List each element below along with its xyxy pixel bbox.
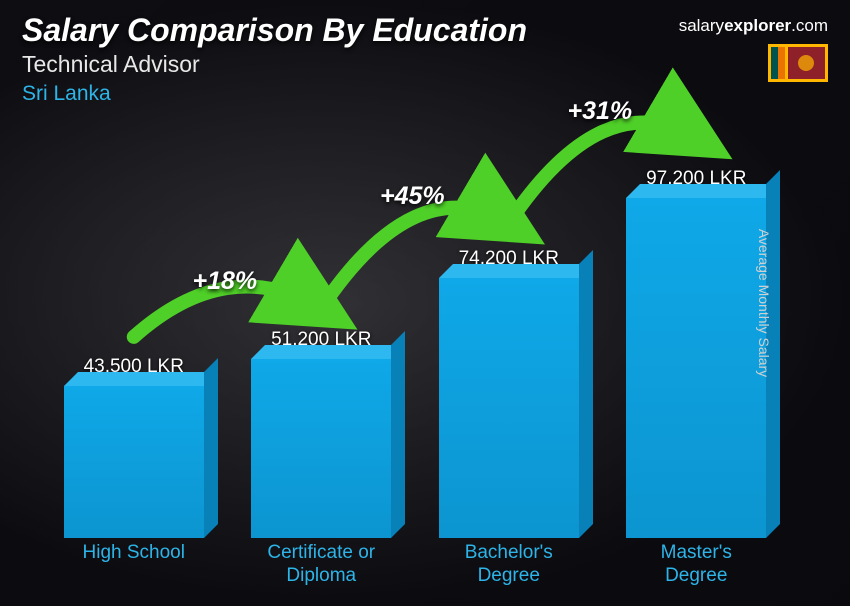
chart-subtitle: Technical Advisor <box>22 51 828 78</box>
labels-container: High SchoolCertificate orDiplomaBachelor… <box>40 542 790 588</box>
bar-label: Bachelor'sDegree <box>419 542 599 588</box>
bars-container: 43,500 LKR51,200 LKR74,200 LKR97,200 LKR <box>40 178 790 538</box>
bar-group: 74,200 LKR <box>419 248 599 538</box>
arc-label: +18% <box>193 267 258 296</box>
arc-label: +45% <box>380 182 445 211</box>
flag-icon <box>768 44 828 82</box>
bar-group: 43,500 LKR <box>44 356 224 538</box>
bar <box>251 359 391 538</box>
y-axis-label: Average Monthly Salary <box>756 229 772 377</box>
bar <box>626 198 766 538</box>
bar <box>64 386 204 538</box>
brand-part2: explorer <box>724 16 791 35</box>
bar <box>439 278 579 538</box>
brand-logo: salaryexplorer.com <box>679 16 828 36</box>
bar-label: Master'sDegree <box>606 542 786 588</box>
bar-label: Certificate orDiploma <box>231 542 411 588</box>
bar-label: High School <box>44 542 224 588</box>
brand-part1: salary <box>679 16 724 35</box>
bar-chart: 43,500 LKR51,200 LKR74,200 LKR97,200 LKR… <box>40 140 790 588</box>
chart-country: Sri Lanka <box>22 82 828 106</box>
brand-part3: .com <box>791 16 828 35</box>
bar-group: 51,200 LKR <box>231 329 411 538</box>
